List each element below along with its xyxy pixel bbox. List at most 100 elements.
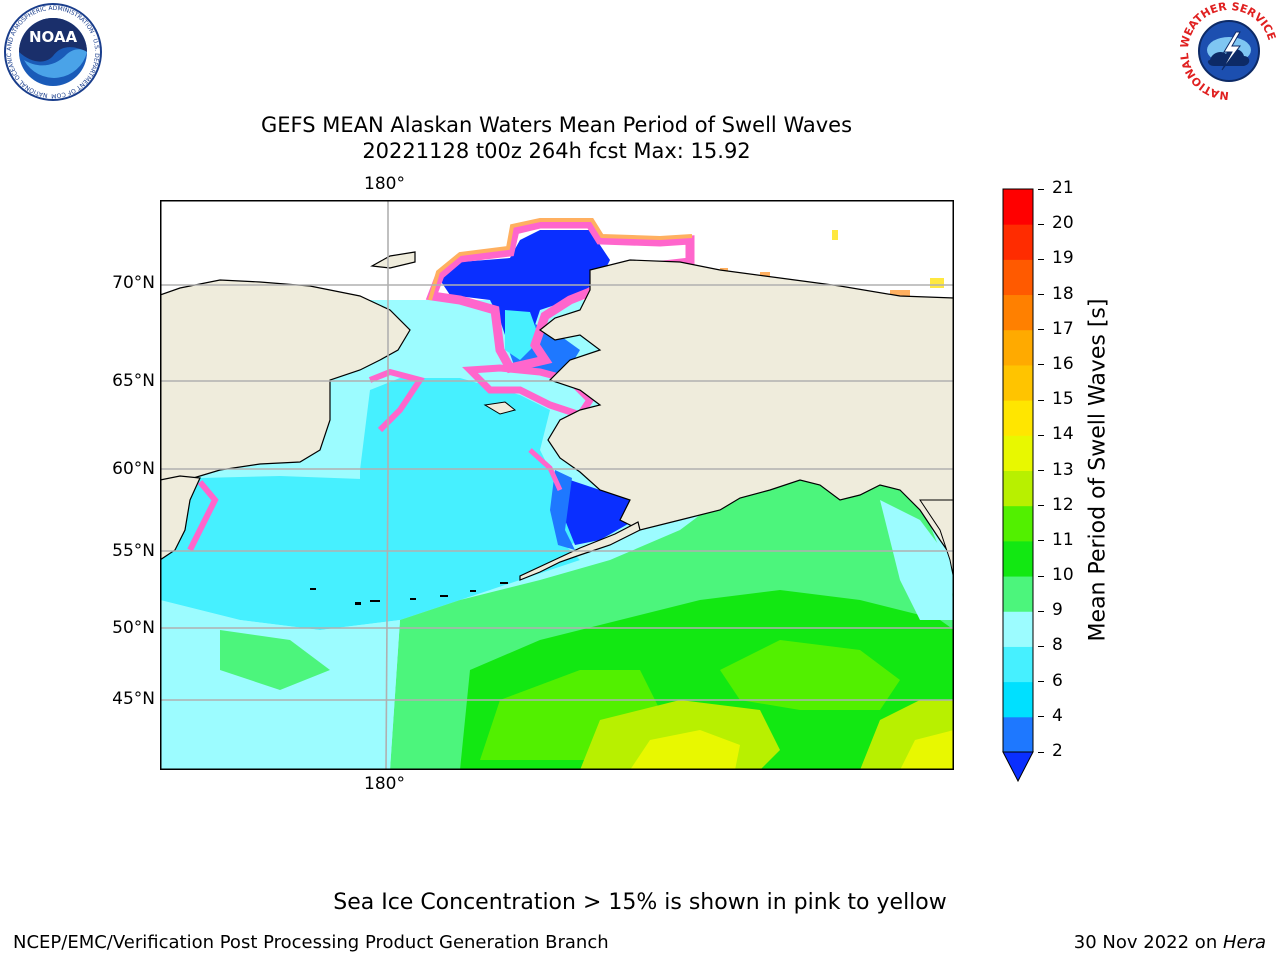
colorbar-swatch xyxy=(1003,681,1033,718)
field-yellow-2 xyxy=(900,730,954,770)
colorbar-swatches xyxy=(1003,189,1033,753)
colorbar-swatch xyxy=(1003,470,1033,507)
aleutian-islands xyxy=(310,582,508,605)
colorbar-tick-label: 4 xyxy=(1052,705,1063,726)
land-kamchatka xyxy=(160,475,201,561)
colorbar-tick-mark xyxy=(1038,258,1044,260)
ice-edge-bristol xyxy=(528,448,563,492)
ice-edge-norton xyxy=(462,364,595,420)
colorbar-tick-label: 21 xyxy=(1052,178,1074,198)
swell-period-map xyxy=(160,200,954,770)
colorbar-swatch xyxy=(1003,259,1033,296)
colorbar-swatch xyxy=(1003,224,1033,260)
colorbar-tick-label: 15 xyxy=(1052,389,1074,410)
lat-label-65: 65°N xyxy=(112,371,155,391)
colorbar-tick-mark xyxy=(1038,434,1044,436)
colorbar-tick-mark xyxy=(1038,364,1044,366)
colorbar-swatch xyxy=(1003,611,1033,647)
chart-title: GEFS MEAN Alaskan Waters Mean Period of … xyxy=(260,113,853,137)
lat-label-45: 45°N xyxy=(112,689,155,709)
field-chukchi-blue xyxy=(440,230,610,350)
field-green-bright-2 xyxy=(720,640,900,710)
land-alaska xyxy=(538,259,954,562)
ice-speck-5 xyxy=(930,278,944,288)
lon-label-bottom: 180° xyxy=(364,774,405,794)
colorbar-tick-mark xyxy=(1038,575,1044,577)
colorbar-swatch xyxy=(1003,364,1033,401)
colorbar-tick-mark xyxy=(1038,188,1044,190)
lat-label-60: 60°N xyxy=(112,459,155,479)
footer-date-text: 30 Nov 2022 on xyxy=(1073,932,1223,953)
colorbar-swatch xyxy=(1003,716,1033,753)
colorbar-swatch xyxy=(1003,540,1033,577)
field-cyan-bering xyxy=(360,378,580,598)
noaa-logo: NATIONAL OCEANIC AND ATMOSPHERIC ADMINIS… xyxy=(2,2,102,101)
graticule xyxy=(160,200,954,770)
footer-host: Hera xyxy=(1222,932,1266,953)
sea-ice-caption: Sea Ice Concentration > 15% is shown in … xyxy=(333,890,947,915)
colorbar-swatch xyxy=(1003,576,1033,612)
colorbar-tick-mark xyxy=(1038,610,1044,612)
map-frame xyxy=(160,200,954,770)
colorbar-tick-mark xyxy=(1038,681,1044,683)
colorbar-tick-mark xyxy=(1038,223,1044,225)
footer-credit: NCEP/EMC/Verification Post Processing Pr… xyxy=(13,932,609,953)
ice-speck-1 xyxy=(832,230,838,240)
colorbar-tick-label: 20 xyxy=(1052,213,1074,234)
ice-edge-chukchi-outer xyxy=(428,218,693,301)
land-chukotka xyxy=(160,279,411,487)
colorbar-label: Mean Period of Swell Waves [s] xyxy=(1085,298,1111,642)
colorbar-tick-label: 9 xyxy=(1052,600,1063,621)
colorbar-frame xyxy=(1002,188,1034,753)
field-yellow-1 xyxy=(630,730,740,770)
field-blue-bristol-edge xyxy=(550,470,575,550)
colorbar-tick-label: 18 xyxy=(1052,283,1074,304)
colorbar-swatch xyxy=(1003,505,1033,542)
colorbar-tick-label: 8 xyxy=(1052,635,1063,656)
colorbar-tick-label: 17 xyxy=(1052,318,1074,339)
nws-logo: NATIONAL WEATHER SERVICE xyxy=(1180,2,1278,100)
lon-label-top: 180° xyxy=(364,174,405,194)
colorbar-tick-mark xyxy=(1038,540,1044,542)
colorbar-tick-mark xyxy=(1038,329,1044,331)
colorbar-tick-mark xyxy=(1038,470,1044,471)
colorbar-tick-mark xyxy=(1038,716,1044,718)
colorbar-tick-label: 12 xyxy=(1052,494,1074,515)
land-panhandle xyxy=(919,499,954,581)
colorbar-tick-mark xyxy=(1038,751,1044,753)
ice-speck-4 xyxy=(890,290,910,298)
field-green-patch-west xyxy=(220,630,330,690)
colorbar-tick-label: 2 xyxy=(1052,741,1063,761)
colorbar-tick-label: 13 xyxy=(1052,459,1074,480)
colorbar-swatch xyxy=(1003,189,1033,225)
land-st-lawrence xyxy=(483,401,517,415)
field-lightcyan-coast xyxy=(880,500,954,620)
colorbar-tick-mark xyxy=(1038,505,1044,507)
footer-date: 30 Nov 2022 on Hera xyxy=(1074,932,1266,953)
ice-edge-anadyr xyxy=(368,368,425,433)
colorbar-swatch xyxy=(1003,294,1033,331)
colorbar-swatch xyxy=(1003,646,1033,683)
noaa-logo-text: NOAA xyxy=(29,28,78,46)
colorbar-swatch xyxy=(1003,329,1033,366)
colorbar-tick-label: 10 xyxy=(1052,565,1074,586)
lat-label-70: 70°N xyxy=(112,273,155,293)
colorbar xyxy=(1002,188,1034,783)
colorbar-tick-label: 11 xyxy=(1052,529,1074,550)
lat-label-55: 55°N xyxy=(112,541,155,561)
colorbar-tick-label: 19 xyxy=(1052,248,1074,269)
chart-subtitle: 20221128 t00z 264h fcst Max: 15.92 xyxy=(362,139,751,163)
colorbar-swatch xyxy=(1003,435,1033,471)
field-chukchi-cyan xyxy=(505,310,540,360)
colorbar-tick-mark xyxy=(1038,294,1044,296)
colorbar-tick-label: 14 xyxy=(1052,424,1074,445)
lat-label-50: 50°N xyxy=(112,618,155,638)
colorbar-tick-mark xyxy=(1038,399,1044,401)
colorbar-tick-label: 6 xyxy=(1052,670,1063,691)
colorbar-swatch xyxy=(1003,400,1033,436)
colorbar-tick-mark xyxy=(1038,645,1044,647)
colorbar-extend-min xyxy=(1002,751,1034,783)
land-wrangel xyxy=(370,251,416,269)
colorbar-tick-label: 16 xyxy=(1052,353,1074,374)
ice-edge-west-coast xyxy=(187,480,219,552)
